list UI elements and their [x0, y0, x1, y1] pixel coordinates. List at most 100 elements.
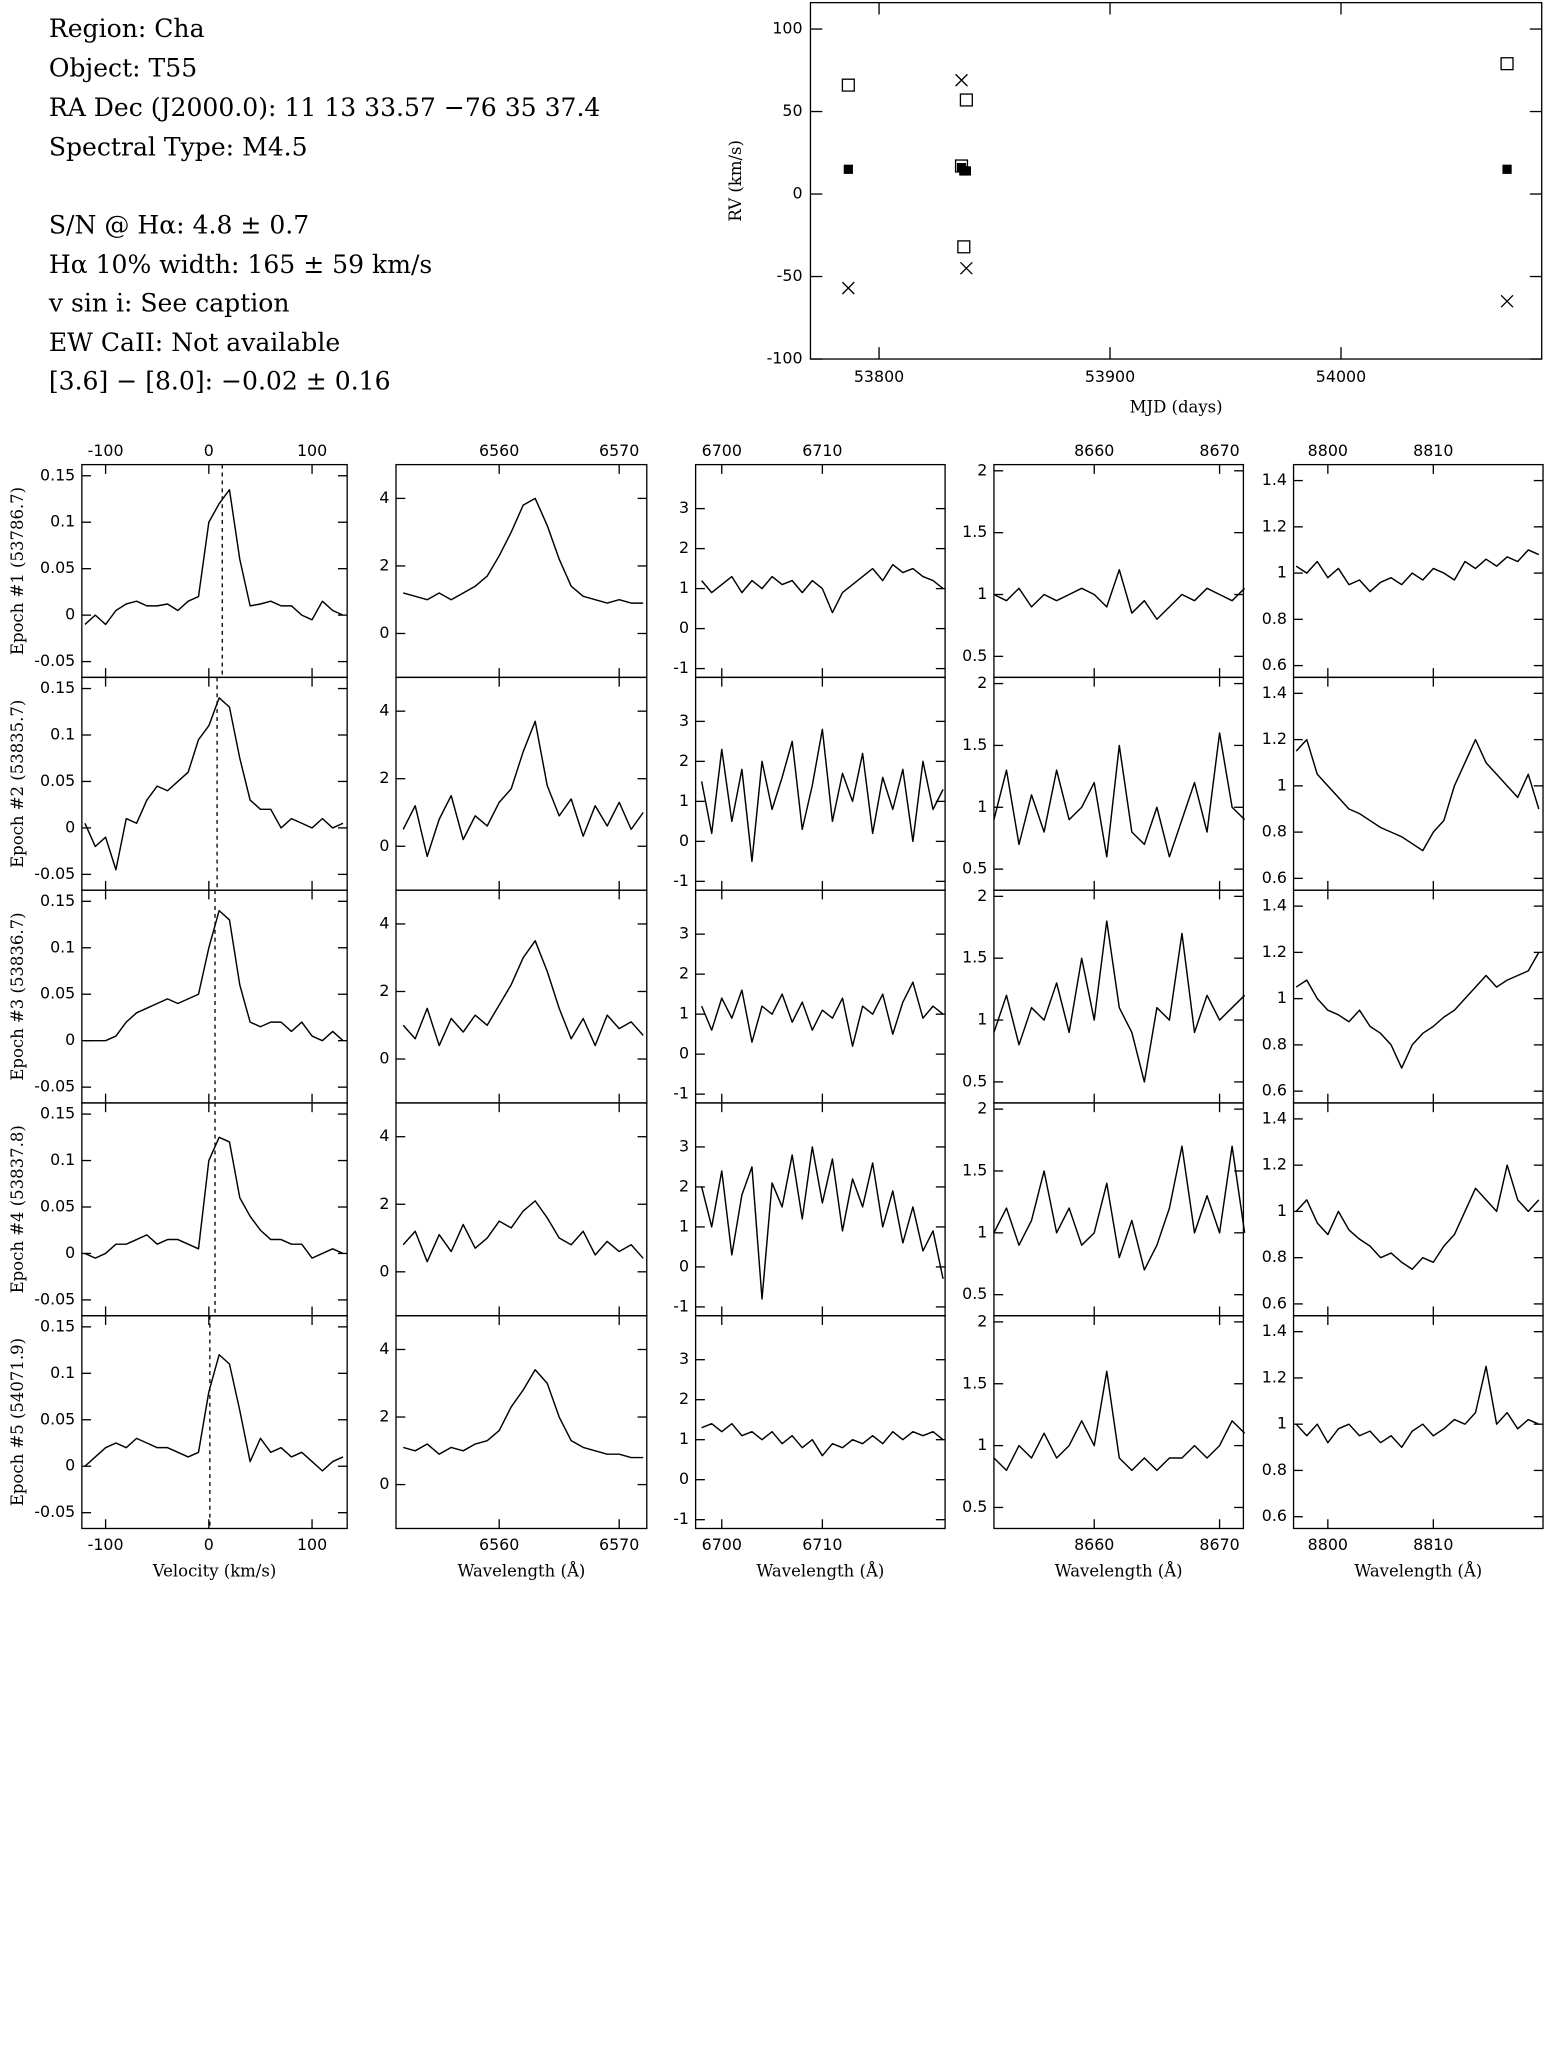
x-tick-label: 6560 [479, 441, 519, 460]
panel-frame [1292, 1102, 1544, 1317]
spectrum-line [993, 1370, 1246, 1472]
x-tick-label: 53900 [1085, 367, 1135, 386]
panel-frame [395, 463, 648, 679]
x-tick-label: -100 [88, 441, 124, 460]
y-tick-label: 1 [977, 1010, 987, 1029]
spectrum-line [84, 1136, 344, 1259]
spectrum-line [84, 909, 344, 1042]
y-tick-label: 1.4 [1262, 1321, 1287, 1340]
y-tick-label: 50 [782, 101, 802, 120]
y-tick-label: 2 [977, 886, 987, 905]
y-tick-label: 4 [379, 488, 389, 507]
info-block: Region: Cha Object: T55 RA Dec (J2000.0)… [48, 14, 601, 395]
x-axis-label: Wavelength (Å) [1055, 1561, 1183, 1581]
y-tick-label: 1 [679, 578, 689, 597]
y-tick-label: 0.05 [40, 1197, 75, 1216]
y-tick-label: 0.6 [1262, 868, 1287, 887]
y-tick-label: -1 [673, 1509, 689, 1528]
y-tick-label: 0.1 [50, 1150, 75, 1169]
spectrum-line [84, 488, 344, 626]
filled-square-point [843, 164, 853, 174]
spectrum-line [1295, 1365, 1540, 1449]
open-square-point [959, 93, 973, 107]
y-tick-label: 2 [379, 1194, 389, 1213]
x-axis-label: Velocity (km/s) [152, 1562, 277, 1581]
y-tick-label: 1 [1277, 1414, 1287, 1433]
y-tick-label: -0.05 [34, 1289, 75, 1308]
x-tick-label: 6710 [802, 441, 842, 460]
y-tick-label: 2 [977, 1311, 987, 1330]
panel-frame [81, 1315, 348, 1530]
spectrum-line [700, 728, 944, 863]
y-tick-label: -0.05 [34, 651, 75, 670]
y-tick-label: 0.5 [962, 859, 987, 878]
spectrum-line [701, 563, 944, 614]
spectrum-line [84, 697, 344, 871]
y-tick-label: 2 [977, 460, 987, 479]
y-tick-label: 0.15 [40, 678, 75, 697]
panel-frame [1292, 1315, 1544, 1530]
y-tick-label: 3 [679, 711, 689, 730]
y-tick-label: -1 [673, 871, 689, 890]
y-tick-label: 1.2 [1262, 729, 1287, 748]
y-tick-label: 0.6 [1262, 1293, 1287, 1312]
y-tick-label: 2 [679, 964, 689, 983]
y-tick-label: 0 [379, 1261, 389, 1280]
open-square-point [841, 78, 855, 92]
y-tick-label: -0.05 [34, 864, 75, 883]
x-tick-label: 0 [204, 1535, 214, 1554]
y-tick-label: 100 [772, 19, 802, 38]
y-tick-label: 0.05 [40, 1409, 75, 1428]
spectrum-line [402, 497, 644, 604]
y-tick-label: 2 [379, 1407, 389, 1426]
spectrum-line [402, 1369, 644, 1459]
y-tick-label: 0.15 [40, 1316, 75, 1335]
panel-frame [81, 463, 348, 679]
panel-frame [395, 1315, 648, 1530]
y-tick-label: -1 [673, 658, 689, 677]
spectrum-line [993, 1145, 1246, 1271]
y-tick-label: 3 [679, 924, 689, 943]
y-tick-label: 1.4 [1262, 683, 1287, 702]
panel-frame [395, 889, 648, 1104]
open-square-point [957, 240, 971, 254]
x-tick-label: 8660 [1074, 1535, 1114, 1554]
y-tick-label: 1.5 [962, 1373, 987, 1392]
y-tick-label: 0.6 [1262, 655, 1287, 674]
y-tick-label: 0.5 [962, 646, 987, 665]
panel-frame [1292, 889, 1544, 1104]
panel-frame [993, 676, 1245, 891]
y-tick-label: 0 [379, 836, 389, 855]
y-tick-label: 0 [379, 623, 389, 642]
x-tick-label: 6570 [599, 441, 639, 460]
spectrum-line [701, 1422, 944, 1457]
info-line: Spectral Type: M4.5 [49, 133, 308, 162]
cross-point [1500, 294, 1514, 308]
y-tick-label: 1 [679, 1216, 689, 1235]
spectrum-line [993, 732, 1246, 858]
y-tick-label: 0.15 [40, 891, 75, 910]
y-tick-label: 0.1 [50, 937, 75, 956]
info-line: Object: T55 [49, 53, 197, 82]
y-tick-label: 2 [679, 1389, 689, 1408]
y-tick-label: 1 [977, 1435, 987, 1454]
y-tick-label: 0.8 [1262, 1034, 1287, 1053]
y-tick-label: 2 [977, 1099, 987, 1118]
x-tick-label: 54000 [1316, 367, 1366, 386]
y-tick-label: 0 [679, 831, 689, 850]
spectrum-line [402, 720, 644, 858]
x-tick-label: 8810 [1413, 1535, 1453, 1554]
spectrum-line [1295, 952, 1540, 1069]
x-tick-label: 0 [204, 441, 214, 460]
y-tick-label: 0.5 [962, 1071, 987, 1090]
y-tick-label: 0 [379, 1474, 389, 1493]
y-tick-label: 0 [679, 1044, 689, 1063]
y-tick-label: 1 [679, 791, 689, 810]
plot-frame [809, 1, 1543, 360]
y-tick-label: 1.2 [1262, 942, 1287, 961]
spectrum-line [993, 920, 1246, 1083]
y-tick-label: 2 [379, 768, 389, 787]
y-tick-label: 1 [977, 1222, 987, 1241]
y-tick-label: 0.8 [1262, 1460, 1287, 1479]
